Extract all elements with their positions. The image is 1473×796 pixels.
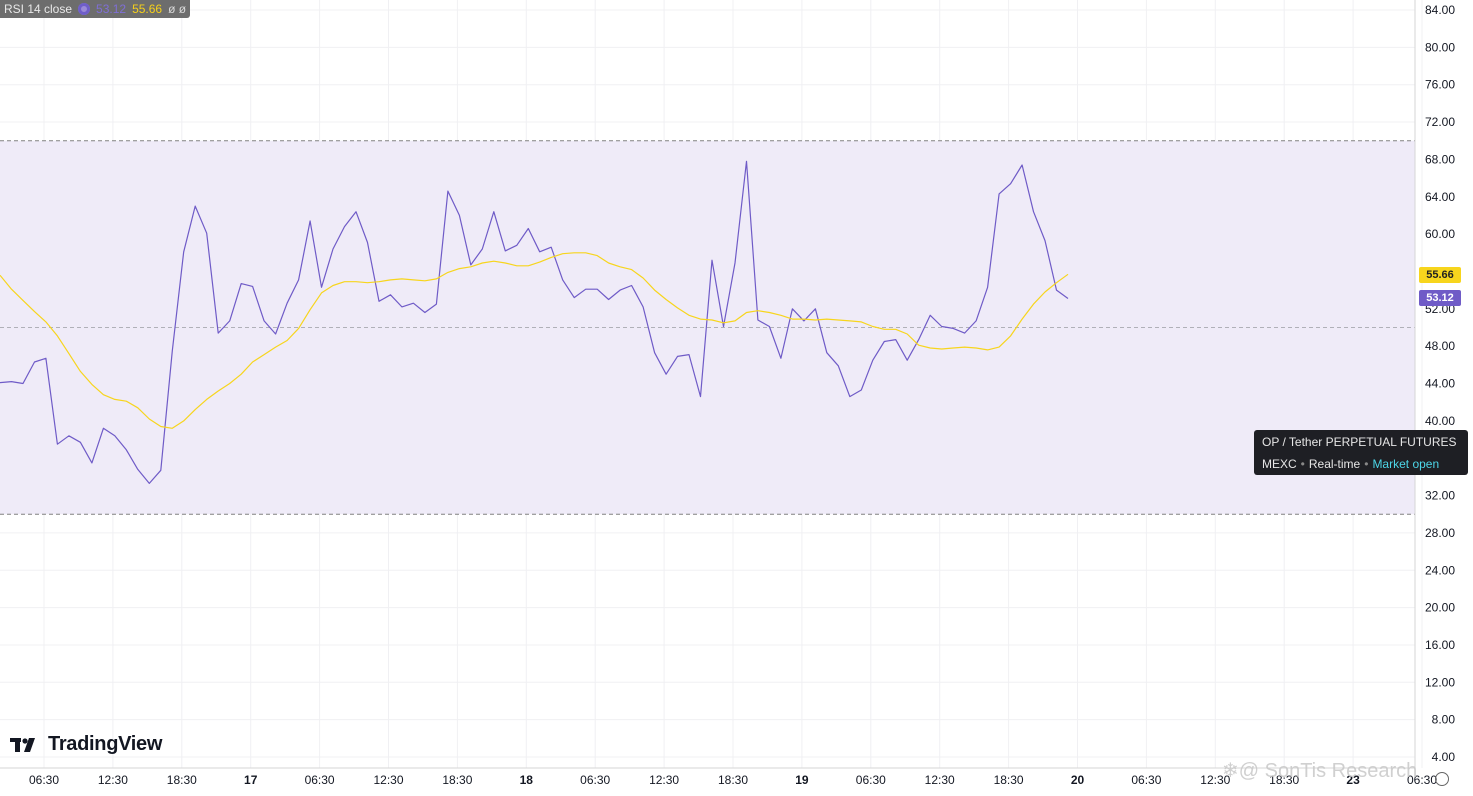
symbol-status-row: MEXC • Real-time • Market open — [1262, 457, 1439, 471]
y-tick-label: 44.00 — [1425, 377, 1455, 391]
indicator-label[interactable]: RSI 14 close — [4, 2, 73, 16]
x-tick-label: 06:30 — [856, 773, 886, 787]
separator-dot-icon: • — [1300, 457, 1305, 471]
symbol-info-box: OP / Tether PERPETUAL FUTURES MEXC • Real-… — [1254, 430, 1468, 475]
separator-dot-icon: • — [1364, 457, 1369, 471]
market-status: Market open — [1372, 457, 1440, 471]
tradingview-logo[interactable]: TradingView — [10, 733, 162, 756]
x-tick-label: 20 — [1071, 773, 1085, 787]
x-tick-label: 17 — [244, 773, 258, 787]
tradingview-logo-icon — [10, 737, 35, 752]
y-tick-label: 76.00 — [1425, 78, 1455, 92]
price-axis: 84.0080.0076.0072.0068.0064.0060.0056.00… — [1425, 3, 1455, 764]
y-tick-label: 64.00 — [1425, 190, 1455, 204]
ma-value: 55.66 — [132, 2, 163, 16]
y-tick-label: 4.00 — [1432, 750, 1456, 764]
extra-values: ø ø — [168, 2, 187, 16]
rsi-value: 53.12 — [96, 2, 127, 16]
y-tick-label: 84.00 — [1425, 3, 1455, 17]
x-tick-label: 18:30 — [1269, 773, 1299, 787]
ma-price-tag: 55.66 — [1419, 267, 1461, 283]
source-icon — [78, 3, 91, 15]
rsi-line — [0, 160, 1069, 484]
x-tick-label: 23 — [1346, 773, 1360, 787]
x-tick-label: 06:30 — [580, 773, 610, 787]
x-tick-label: 19 — [795, 773, 809, 787]
rsi-price-tag: 53.12 — [1419, 290, 1461, 306]
y-tick-label: 60.00 — [1425, 227, 1455, 241]
x-tick-label: 12:30 — [98, 773, 128, 787]
exchange-name: MEXC — [1262, 457, 1297, 471]
y-tick-label: 24.00 — [1425, 563, 1455, 577]
x-tick-label: 12:30 — [373, 773, 403, 787]
watermark-text: ❄@ SonTis Research — [1222, 760, 1418, 782]
series-lines — [0, 160, 1069, 484]
y-tick-label: 8.00 — [1432, 713, 1456, 727]
y-tick-label: 20.00 — [1425, 601, 1455, 615]
y-tick-label: 48.00 — [1425, 339, 1455, 353]
feed-type: Real-time — [1308, 457, 1361, 471]
y-tick-label: 40.00 — [1425, 414, 1455, 428]
y-tick-label: 16.00 — [1425, 638, 1455, 652]
x-tick-label: 06:30 — [305, 773, 335, 787]
indicator-legend[interactable]: RSI 14 close 53.12 55.66 ø ø — [0, 0, 191, 18]
time-axis: 06:30 12:30 18:30 17 06:30 12:30 18:30 18 06:30 1… — [29, 773, 1437, 787]
x-tick-label: 12:30 — [649, 773, 679, 787]
settings-icon[interactable] — [1435, 772, 1449, 786]
x-tick-label: 06:30 — [1407, 773, 1437, 787]
x-tick-label: 06:30 — [29, 773, 59, 787]
y-tick-label: 12.00 — [1425, 675, 1455, 689]
x-tick-label: 18:30 — [167, 773, 197, 787]
symbol-name: OP / Tether PERPETUAL FUTURES — [1262, 435, 1457, 449]
y-tick-label: 80.00 — [1425, 40, 1455, 54]
y-tick-label: 28.00 — [1425, 526, 1455, 540]
x-tick-label: 18:30 — [718, 773, 748, 787]
x-tick-label: 18:30 — [442, 773, 472, 787]
y-tick-label: 32.00 — [1425, 489, 1455, 503]
x-tick-label: 12:30 — [1200, 773, 1230, 787]
x-tick-label: 18:30 — [994, 773, 1024, 787]
y-tick-label: 72.00 — [1425, 115, 1455, 129]
x-tick-label: 18 — [520, 773, 534, 787]
rsi-ma-line — [0, 252, 1069, 429]
y-tick-label: 68.00 — [1425, 152, 1455, 166]
x-tick-label: 12:30 — [925, 773, 955, 787]
logo-text: TradingView — [48, 733, 163, 755]
x-tick-label: 06:30 — [1131, 773, 1161, 787]
